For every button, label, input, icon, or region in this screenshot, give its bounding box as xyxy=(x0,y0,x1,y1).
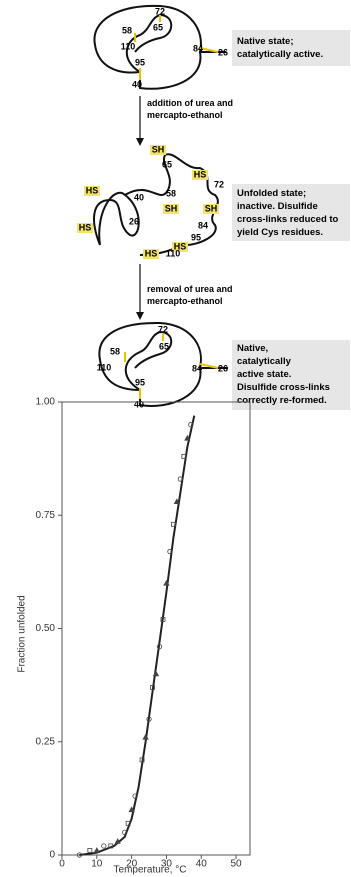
note: Native, xyxy=(237,343,268,354)
residue: 40 xyxy=(132,79,142,89)
step-label: addition of urea and xyxy=(147,98,233,108)
note: cross-links reduced to xyxy=(237,214,339,225)
residue: 84 xyxy=(192,363,202,373)
residue: 72 xyxy=(158,324,168,334)
residue: SH xyxy=(152,144,165,154)
step-label: mercapto-ethanol xyxy=(147,110,223,120)
note: catalytically xyxy=(237,356,292,367)
residue: HS xyxy=(145,248,158,258)
residue: 95 xyxy=(135,57,145,67)
residue: 26 xyxy=(129,216,139,226)
plot-frame xyxy=(62,402,250,855)
note: yield Cys residues. xyxy=(237,227,323,238)
residue: 65 xyxy=(162,159,172,169)
residue: 58 xyxy=(166,188,176,198)
x-tick-label: 50 xyxy=(231,859,243,870)
x-tick-label: 20 xyxy=(126,859,138,870)
residue: HS xyxy=(194,169,207,179)
residue: SH xyxy=(165,203,178,213)
x-tick-label: 40 xyxy=(196,859,208,870)
residue: 26 xyxy=(218,47,228,57)
residue: 26 xyxy=(218,363,228,373)
residue: 84 xyxy=(198,220,208,230)
unfolded-state: SH 65 HS 72 40 58 HS SH SH 84 26 HS 95 H… xyxy=(77,144,350,259)
residue: 95 xyxy=(191,232,201,242)
step-label: mercapto-ethanol xyxy=(147,296,223,306)
residue: 58 xyxy=(110,346,120,356)
residue: 110 xyxy=(166,248,181,258)
residue: 58 xyxy=(122,25,132,35)
x-axis-label: Temperature, °C xyxy=(114,865,187,876)
curve xyxy=(79,416,194,855)
x-tick-label: 30 xyxy=(161,859,173,870)
residue: HS xyxy=(79,222,92,232)
point xyxy=(88,848,92,852)
x-tick-label: 10 xyxy=(91,859,103,870)
residue: 84 xyxy=(193,43,203,53)
arrow-head xyxy=(136,312,144,320)
y-tick-label: 0.50 xyxy=(36,623,56,634)
chart: Fraction unfolded Temperature, °C 0 0.25 0… xyxy=(17,397,250,876)
y-tick-label: 0.25 xyxy=(36,736,56,747)
y-axis-label: Fraction unfolded xyxy=(17,595,28,672)
y-tick-label: 0 xyxy=(49,850,55,861)
step-label: removal of urea and xyxy=(147,284,233,294)
note: Unfolded state; xyxy=(237,188,306,199)
note: Disulfide cross-links xyxy=(237,382,330,393)
note: active state. xyxy=(237,369,291,380)
note: Native state; xyxy=(237,36,294,47)
page: 72 65 58 110 84 26 95 40 Native state; c… xyxy=(0,0,351,877)
x-tick-label: 0 xyxy=(59,859,65,870)
y-tick-label: 0.75 xyxy=(36,510,56,521)
residue: 110 xyxy=(97,362,112,372)
residue: SH xyxy=(205,203,218,213)
residue: 65 xyxy=(159,341,169,351)
native-state: 72 65 58 110 84 26 95 40 Native, catalyt… xyxy=(97,323,350,410)
residue: 72 xyxy=(155,6,165,16)
point xyxy=(102,844,106,848)
residue: 65 xyxy=(153,22,163,32)
note: catalytically active. xyxy=(237,49,323,60)
y-tick-label: 1.00 xyxy=(36,397,56,408)
residue: 72 xyxy=(214,179,224,189)
residue: HS xyxy=(86,185,99,195)
native-state: 72 65 58 110 84 26 95 40 Native state; c… xyxy=(94,6,350,90)
residue: 40 xyxy=(134,399,144,409)
residue: 95 xyxy=(135,377,145,387)
point xyxy=(94,848,99,853)
arrow-head xyxy=(136,138,144,146)
residue: 110 xyxy=(121,41,136,51)
note: inactive. Disulfide xyxy=(237,201,318,212)
residue: 40 xyxy=(134,192,144,202)
